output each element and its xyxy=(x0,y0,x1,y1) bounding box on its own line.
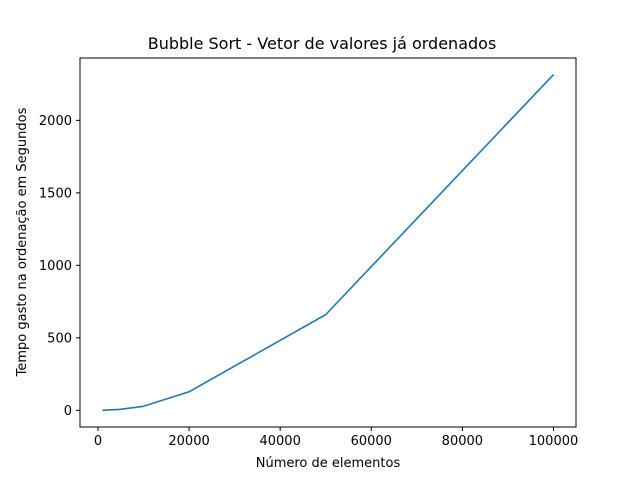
x-tick-label: 40000 xyxy=(259,434,300,449)
chart-title: Bubble Sort - Vetor de valores já ordena… xyxy=(148,34,497,53)
series-line xyxy=(102,74,555,412)
y-tick-label: 0 xyxy=(64,404,72,419)
x-tick-label: 0 xyxy=(94,434,102,449)
x-tick-label: 100000 xyxy=(529,434,579,449)
x-axis-label: Número de elementos xyxy=(256,456,401,471)
y-axis: 0 500 1000 1500 2000 xyxy=(39,114,80,419)
y-tick-label: 2000 xyxy=(39,114,72,129)
x-tick-label: 20000 xyxy=(168,434,209,449)
plot-frame xyxy=(79,57,577,428)
plot-area xyxy=(80,58,576,427)
x-axis: 0 20000 40000 60000 80000 100000 xyxy=(94,427,578,449)
y-tick-label: 500 xyxy=(47,331,72,346)
x-tick-label: 60000 xyxy=(351,434,392,449)
series-layer xyxy=(102,74,555,412)
y-tick-label: 1500 xyxy=(39,186,72,201)
x-tick-label: 80000 xyxy=(442,434,483,449)
y-tick-label: 1000 xyxy=(39,259,72,274)
y-axis-label: Tempo gasto na ordenação em Segundos xyxy=(15,107,30,377)
